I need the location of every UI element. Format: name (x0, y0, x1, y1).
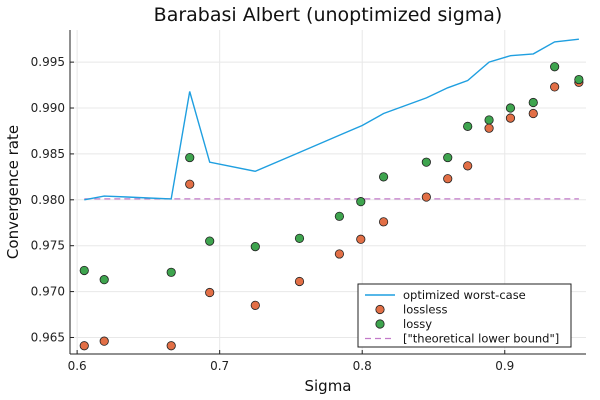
legend-label: lossless (403, 303, 447, 317)
legend-label: ["theoretical lower bound"] (403, 332, 559, 346)
lossy-point (185, 152, 195, 163)
x-axis-label: Sigma (304, 377, 351, 395)
x-tick-label: 0.6 (68, 359, 87, 373)
legend-swatch-marker (375, 319, 385, 329)
lossy-point (294, 233, 305, 243)
lossless-point (185, 179, 195, 189)
lossless-point (250, 300, 260, 310)
lossless-point (550, 82, 560, 92)
chart-title: Barabasi Albert (unoptimized sigma) (154, 4, 503, 26)
lossless-point (463, 161, 473, 171)
lossy-point (421, 157, 431, 167)
legend-label: optimized worst-case (403, 288, 526, 302)
lossless-point (528, 108, 538, 119)
x-tick-label: 0.9 (495, 359, 514, 373)
lossless-point (505, 113, 516, 123)
series-layer (79, 38, 584, 351)
y-axis-label: Convergence rate (4, 125, 22, 259)
legend-items: optimized worst-caselosslesslossy["theor… (365, 288, 559, 346)
x-tick-label: 0.8 (353, 359, 372, 373)
lossless-point (79, 341, 89, 351)
lossless-point (166, 341, 176, 351)
lossy-point (505, 103, 516, 113)
y-tick-label: 0.980 (31, 193, 65, 207)
lossy-point (378, 172, 389, 182)
lossy-point (79, 265, 89, 276)
y-tick-label: 0.965 (31, 330, 65, 344)
y-tick-label: 0.970 (31, 285, 65, 299)
lossy-point (205, 236, 215, 246)
x-tick-label: 0.7 (210, 359, 229, 373)
y-tick-label: 0.990 (31, 101, 65, 115)
y-tick-label: 0.995 (31, 55, 65, 69)
lossless-point (99, 336, 109, 346)
x-axis-ticks: 0.6 0.7 0.8 0.9 (68, 350, 514, 373)
lossy-point (250, 242, 260, 252)
y-tick-label: 0.985 (31, 147, 65, 161)
lossy-point (463, 121, 473, 131)
lossy-point (550, 62, 560, 72)
legend-label: lossy (403, 317, 432, 331)
lossy-point (484, 115, 494, 125)
lossy-point (99, 275, 109, 285)
lossless-point (484, 123, 494, 133)
lossless-point (378, 217, 389, 227)
lossy-point (166, 267, 176, 277)
lossless-point (443, 174, 453, 184)
lossless-point (294, 276, 305, 287)
legend: optimized worst-caselosslesslossy["theor… (357, 283, 572, 348)
y-axis-ticks: 0.965 0.970 0.975 0.980 0.985 0.990 0.995 (31, 55, 74, 344)
lossy-point (528, 97, 538, 108)
lossy-point (356, 197, 366, 207)
lossy-point (574, 74, 584, 85)
grid (70, 30, 586, 354)
lossy-point (334, 211, 345, 221)
legend-swatch-marker (375, 304, 385, 315)
lossless-point (205, 287, 215, 298)
lossless-point (421, 192, 431, 202)
worst-case-line (84, 38, 579, 201)
lossless-point (356, 234, 366, 244)
lossy-point (443, 152, 453, 163)
y-tick-label: 0.975 (31, 239, 65, 253)
lossless-point (334, 249, 345, 259)
